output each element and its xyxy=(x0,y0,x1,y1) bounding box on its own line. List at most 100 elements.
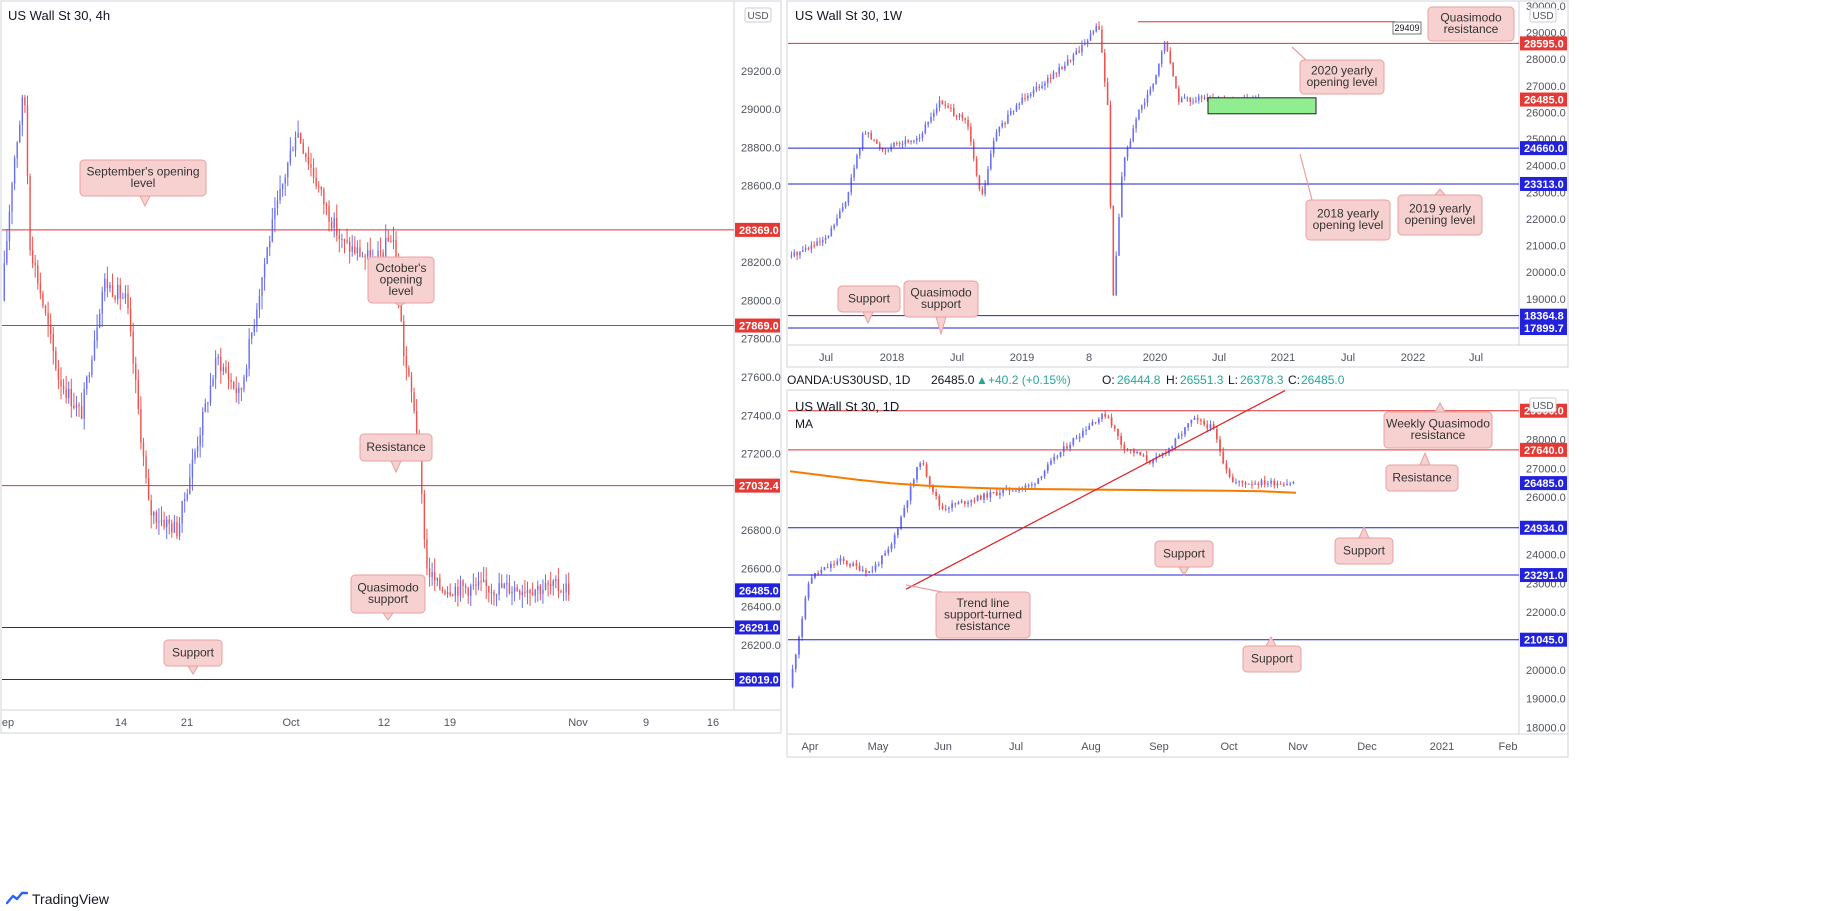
w1-x-tick: Jul xyxy=(819,352,833,364)
d1-x-tick: Apr xyxy=(801,741,818,753)
d1-candle-body xyxy=(941,506,944,509)
d1-candle-body xyxy=(877,564,880,566)
d1-candle-body xyxy=(810,577,813,584)
d1-candle-body xyxy=(1184,427,1186,435)
w1-candle-body xyxy=(1055,72,1058,74)
h4-candle-body xyxy=(204,403,207,412)
d1-candle-body xyxy=(1193,417,1196,420)
h4-candle-body xyxy=(245,368,248,378)
w1-candle-body xyxy=(935,107,938,113)
d1-candle-body xyxy=(1251,483,1253,485)
w1-price-badge-label: 28595.0 xyxy=(1524,38,1564,50)
d1-candle-body xyxy=(1030,484,1033,486)
d1-candle-body xyxy=(1276,483,1279,486)
d1-y-tick: 26000.0 xyxy=(1526,492,1566,504)
w1-price-badge xyxy=(1520,92,1567,107)
d1-price-badge xyxy=(1520,520,1567,535)
w1-candle-body xyxy=(904,140,907,145)
w1-candle-body xyxy=(893,142,895,147)
h4-candle-body xyxy=(444,590,446,595)
w1-candle-body xyxy=(1044,83,1046,86)
d1-candle-body xyxy=(1136,451,1138,453)
d1-x-tick: Nov xyxy=(1288,741,1308,753)
h4-candle-body xyxy=(292,150,294,152)
h4-candle-body xyxy=(354,246,356,254)
w1-candle-body xyxy=(915,138,918,141)
d1-panel-border xyxy=(786,389,1569,758)
d1-candle-body xyxy=(1282,484,1285,486)
w1-y-tick: 27000.0 xyxy=(1526,81,1566,93)
w1-candle-body xyxy=(1103,52,1106,83)
h4-candle-body xyxy=(39,283,42,294)
h4-candle-body xyxy=(145,456,147,479)
d1-callout-text: Weekly Quasimodo xyxy=(1386,417,1490,431)
h4-candle-body xyxy=(539,585,542,595)
w1-candle-body xyxy=(901,144,904,146)
d1-price-badge-label: 24934.0 xyxy=(1524,523,1564,535)
d1-candle-body xyxy=(1043,470,1046,477)
h4-candle-body xyxy=(147,478,150,501)
h4-y-tick: 28800.0 xyxy=(741,142,781,154)
h4-candle-body xyxy=(503,584,505,588)
h4-candle-body xyxy=(217,356,219,359)
d1-candle-body xyxy=(1133,449,1135,453)
d1-candle-body xyxy=(906,500,909,509)
w1-candle-body xyxy=(984,183,986,194)
d1-candle-body xyxy=(1177,435,1180,439)
h4-candle-body xyxy=(315,177,317,187)
h4-candle-body xyxy=(124,293,127,298)
h4-candle-body xyxy=(196,445,199,452)
w1-candle-body xyxy=(796,251,798,256)
w1-candle-body xyxy=(1007,114,1009,124)
h4-candle-body xyxy=(243,377,245,390)
h4-callout-text: September's opening xyxy=(86,165,199,179)
w1-candles xyxy=(790,21,1260,297)
w1-candle-body xyxy=(970,126,972,142)
h4-candle-body xyxy=(441,589,444,591)
w1-candle-body xyxy=(821,240,824,243)
w1-candle-body xyxy=(1066,59,1069,66)
d1-candle-body xyxy=(887,549,890,554)
w1-candle-body xyxy=(947,105,949,108)
h4-candle-body xyxy=(199,435,201,446)
h4-candle-body xyxy=(482,580,485,582)
d1-candle-body xyxy=(849,564,851,566)
d1-candle-body xyxy=(912,479,915,487)
h4-candle-body xyxy=(467,587,469,596)
w1-candle-body xyxy=(1009,111,1012,115)
h4-candle-body xyxy=(462,580,464,587)
d1-candle-body xyxy=(967,502,969,504)
tradingview-brand-label: TradingView xyxy=(32,891,110,907)
w1-callout-text: 2019 yearly xyxy=(1409,202,1471,216)
w1-candle-body xyxy=(1106,82,1109,105)
d1-candle-body xyxy=(890,544,893,550)
h4-candle-body xyxy=(524,592,526,594)
h4-candle-body xyxy=(60,379,62,387)
d1-price-badge xyxy=(1520,442,1567,457)
w1-candle-body xyxy=(856,155,858,169)
h4-candle-body xyxy=(24,97,26,106)
w1-candle-body xyxy=(1160,51,1163,64)
h4-candle-body xyxy=(176,522,178,537)
h4-candle-body xyxy=(212,378,214,386)
d1-x-tick: Oct xyxy=(1220,741,1237,753)
w1-candle-body xyxy=(1018,103,1021,106)
h4-candle-body xyxy=(364,256,366,258)
h4-candle-body xyxy=(299,132,302,143)
w1-price-badge-label: 17899.7 xyxy=(1524,323,1564,335)
w1-callout-box xyxy=(1299,59,1385,95)
w1-candle-body xyxy=(1172,62,1174,77)
h4-candle-body xyxy=(26,105,29,177)
h4-candle-body xyxy=(91,359,93,376)
h4-candle-body xyxy=(281,183,284,189)
d1-callout-text: support-turned xyxy=(944,607,1022,621)
d1-candle-body xyxy=(1279,483,1282,485)
w1-currency-tag xyxy=(1529,7,1557,23)
h4-candle-body xyxy=(379,250,382,253)
h4-candle-body xyxy=(555,579,557,581)
h4-candle-body xyxy=(49,324,52,334)
h4-candle-body xyxy=(403,321,405,357)
w1-candle-body xyxy=(924,124,927,134)
h4-y-tick: 29000.0 xyxy=(741,104,781,116)
